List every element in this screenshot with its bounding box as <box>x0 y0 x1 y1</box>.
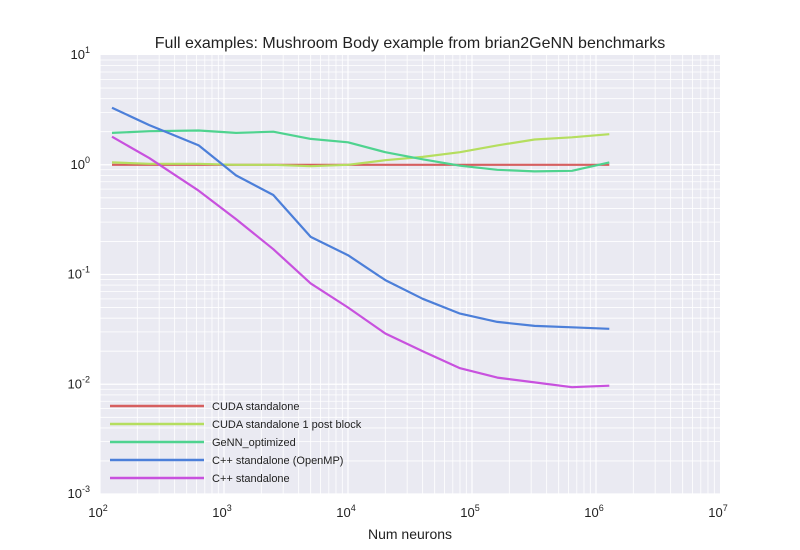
series-line-1 <box>111 133 610 168</box>
series-line-2 <box>111 129 610 173</box>
x-axis-label: Num neurons <box>368 526 452 542</box>
legend-label-3: C++ standalone (OpenMP) <box>212 455 343 467</box>
x-tick-label: 102 <box>88 503 107 520</box>
legend-label-0: CUDA standalone <box>212 401 299 413</box>
series-lines <box>111 106 610 389</box>
y-tick-label: 100 <box>71 155 90 172</box>
x-tick-label: 106 <box>584 503 603 520</box>
legend-label-4: C++ standalone <box>212 473 290 485</box>
series-line-3 <box>111 106 610 330</box>
x-tick-label: 107 <box>708 503 727 520</box>
x-axis-ticks: 102 103 104 105 106 107 <box>88 503 727 520</box>
x-tick-label: 105 <box>460 503 479 520</box>
legend-label-1: CUDA standalone 1 post block <box>212 419 362 431</box>
legend-label-2: GeNN_optimized <box>212 437 296 449</box>
series-line-4 <box>111 135 610 389</box>
y-tick-label: 10-2 <box>68 374 90 391</box>
x-tick-label: 104 <box>336 503 355 520</box>
y-tick-label: 10-1 <box>68 265 90 282</box>
y-axis-ticks: 10-3 10-2 10-1 100 101 <box>68 45 90 501</box>
y-tick-label: 10-3 <box>68 484 90 501</box>
chart-title: Full examples: Mushroom Body example fro… <box>155 35 665 52</box>
y-tick-label: 101 <box>71 45 90 62</box>
x-tick-label: 103 <box>212 503 231 520</box>
legend: CUDA standalone CUDA standalone 1 post bl… <box>110 401 362 485</box>
